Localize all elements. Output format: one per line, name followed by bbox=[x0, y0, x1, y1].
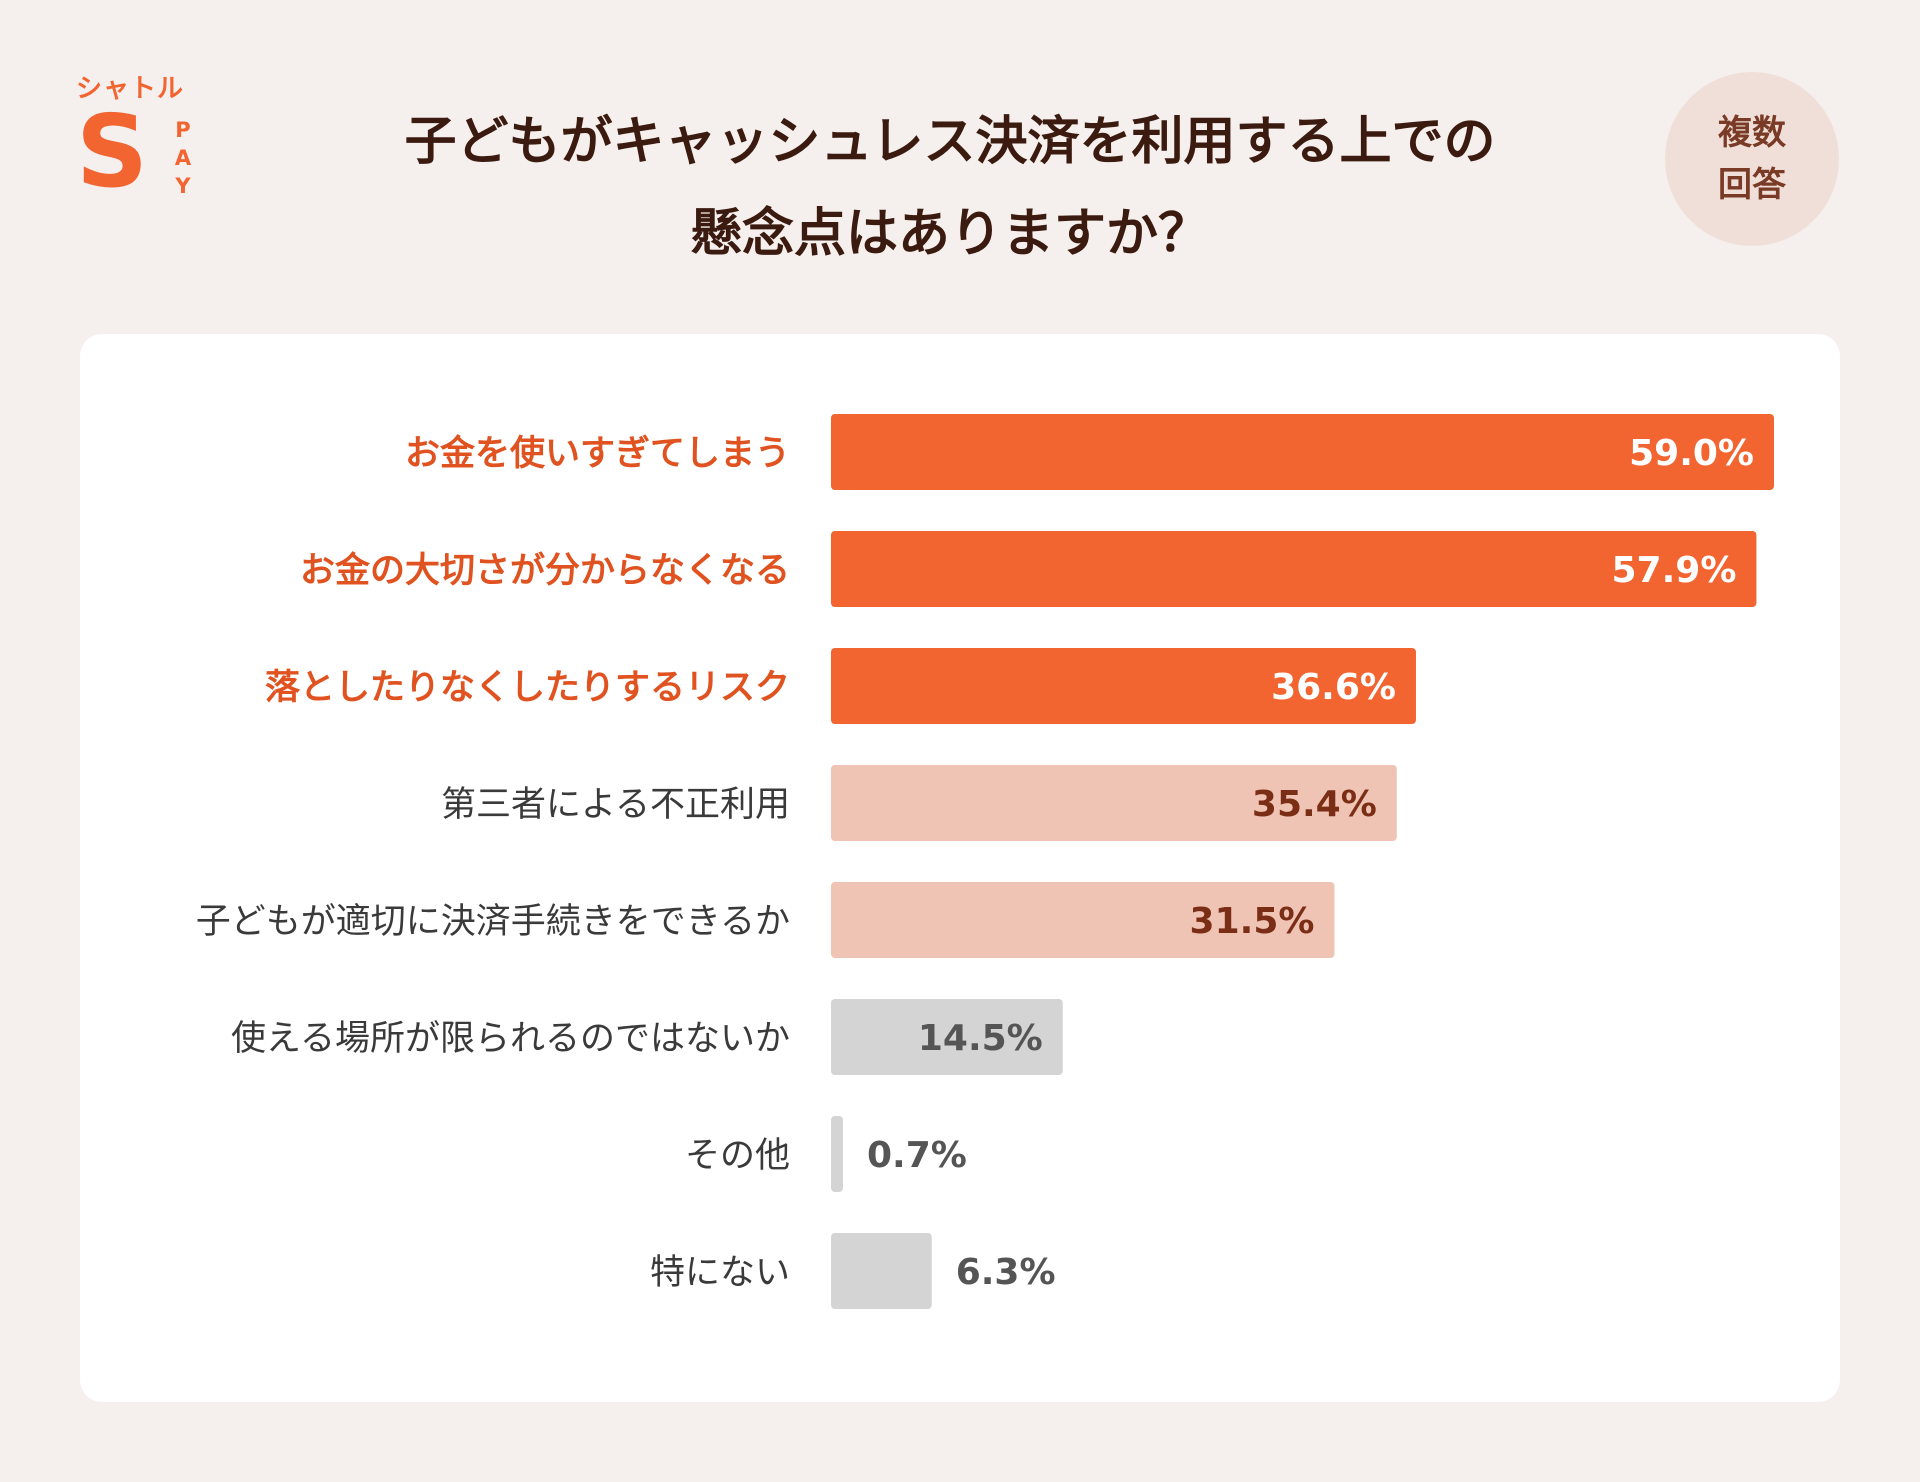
value-label: 57.9% bbox=[1612, 550, 1737, 591]
bar bbox=[831, 1116, 843, 1192]
logo-text: シャトル bbox=[76, 74, 185, 104]
multiple-answer-badge: 複数 回答 bbox=[1665, 72, 1839, 246]
bar bbox=[831, 999, 1063, 1075]
logo-pay: P A Y bbox=[170, 116, 196, 200]
logo-pay-p: P bbox=[175, 118, 191, 142]
category-label: 使える場所が限られるのではないか bbox=[231, 1019, 790, 1059]
bar bbox=[831, 648, 1416, 724]
category-label: 第三者による不正利用 bbox=[441, 785, 790, 825]
logo-pay-a: A bbox=[174, 146, 192, 170]
category-label: 特にない bbox=[650, 1253, 790, 1293]
bar-chart: お金を使いすぎてしまう 59.0% お金の大切さが分からなくなる 57.9% 落としたり… bbox=[196, 414, 1774, 1309]
category-label: 子どもが適切に決済手続きをできるか bbox=[196, 902, 790, 942]
chart-panel: お金を使いすぎてしまう 59.0% お金の大切さが分からなくなる 57.9% 落としたり… bbox=[80, 334, 1840, 1402]
value-label: 6.3% bbox=[956, 1252, 1056, 1293]
value-label: 59.0% bbox=[1629, 433, 1754, 474]
logo-pay-y: Y bbox=[175, 174, 191, 198]
value-label: 0.7% bbox=[867, 1135, 967, 1176]
category-label: その他 bbox=[685, 1136, 790, 1176]
category-label: お金の大切さが分からなくなる bbox=[300, 550, 790, 591]
value-label: 36.6% bbox=[1271, 667, 1396, 708]
logo-letter-s: S bbox=[76, 93, 149, 210]
value-label: 14.5% bbox=[918, 1018, 1043, 1059]
category-label: お金を使いすぎてしまう bbox=[405, 433, 790, 474]
bar bbox=[831, 414, 1774, 490]
shuttle-pay-logo: シャトル S P A Y bbox=[76, 68, 206, 202]
badge-line1: 複数 bbox=[1718, 113, 1786, 153]
bar bbox=[831, 1233, 932, 1309]
bar bbox=[831, 765, 1397, 841]
chart-title: 子どもがキャッシュレス決済を利用する上での 懸念点はありますか？ bbox=[300, 96, 1600, 280]
bar bbox=[831, 882, 1335, 958]
chart-title-line2: 懸念点はありますか？ bbox=[689, 204, 1210, 264]
bar bbox=[831, 531, 1757, 607]
badge-line2: 回答 bbox=[1718, 165, 1786, 205]
category-label: 落としたりなくしたりするリスク bbox=[265, 668, 790, 708]
chart-title-line1: 子どもがキャッシュレス決済を利用する上での bbox=[404, 112, 1496, 172]
value-label: 35.4% bbox=[1252, 784, 1377, 825]
value-label: 31.5% bbox=[1190, 901, 1315, 942]
